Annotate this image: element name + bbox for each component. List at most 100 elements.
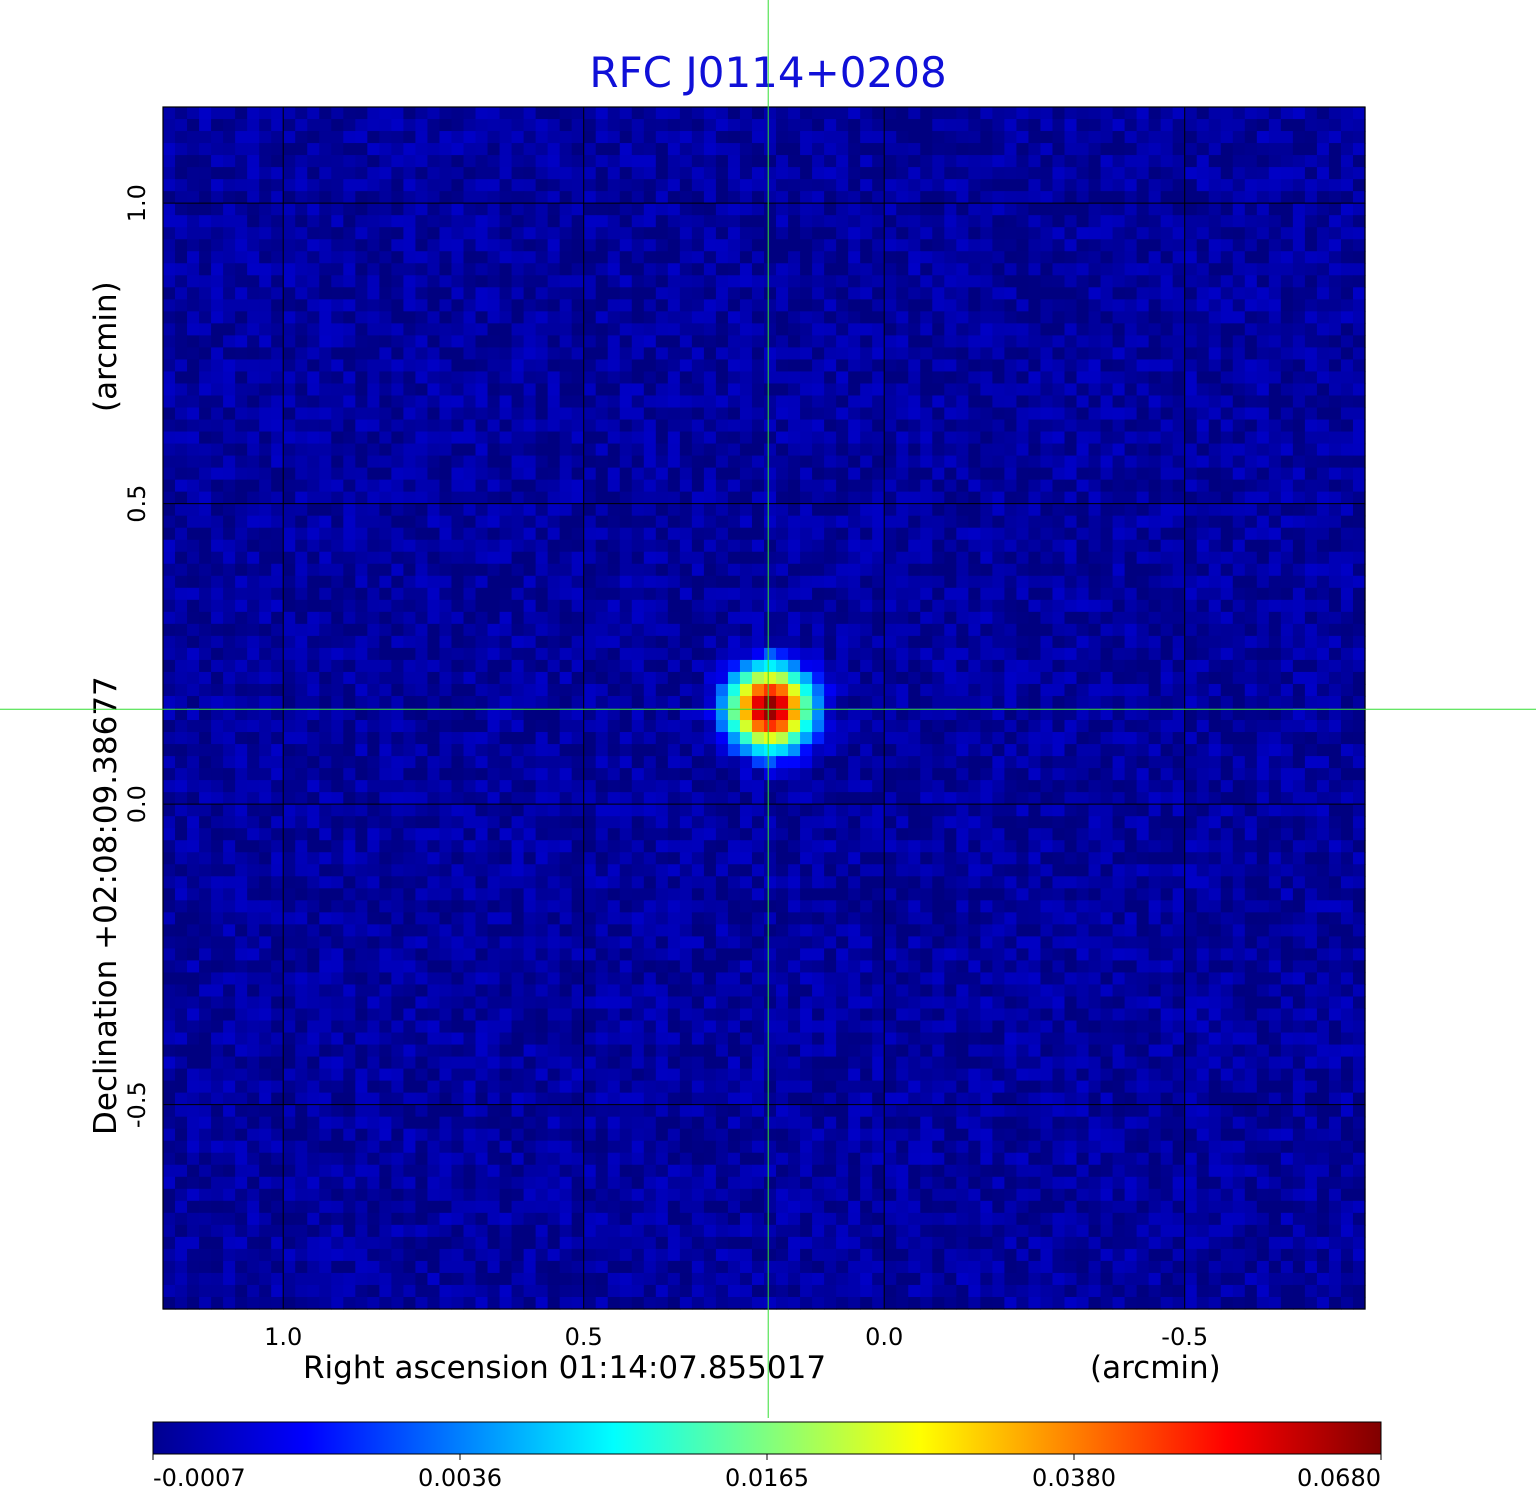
heatmap-pixel [703,287,717,300]
heatmap-pixel [932,347,945,361]
heatmap-pixel [559,623,573,637]
heatmap-pixel [968,119,981,132]
heatmap-pixel [968,695,981,709]
heatmap-pixel [583,167,597,180]
heatmap-pixel [535,335,549,348]
heatmap-pixel [679,419,693,433]
heatmap-pixel [884,563,897,577]
heatmap-pixel [199,203,212,216]
heatmap-pixel [427,515,441,529]
heatmap-pixel [439,575,453,589]
heatmap-pixel [247,335,260,348]
heatmap-pixel [163,131,176,144]
heatmap-pixel [319,131,332,144]
heatmap-pixel [247,671,260,685]
heatmap-pixel [631,227,645,240]
heatmap-pixel [751,443,765,457]
heatmap-pixel [884,227,897,240]
heatmap-pixel [1196,431,1210,445]
heatmap-pixel [751,251,765,264]
heatmap-pixel [788,503,801,517]
heatmap-pixel [379,503,392,517]
heatmap-pixel [944,551,957,565]
heatmap-pixel [1040,455,1054,469]
heatmap-pixel [1244,143,1258,156]
heatmap-pixel [619,563,633,577]
heatmap-pixel [223,623,236,637]
heatmap-pixel [956,527,969,541]
heatmap-pixel [667,263,681,276]
heatmap-pixel [1220,443,1234,457]
heatmap-pixel [175,671,188,685]
heatmap-pixel [1256,179,1270,192]
heatmap-pixel [175,215,188,228]
heatmap-pixel [1076,587,1090,601]
heatmap-pixel [283,623,296,637]
heatmap-pixel [1196,527,1210,541]
heatmap-pixel [259,203,272,216]
heatmap-pixel [319,299,332,312]
heatmap-pixel [1088,431,1102,445]
heatmap-pixel [667,179,681,192]
heatmap-pixel [343,515,356,529]
heatmap-pixel [1052,503,1066,517]
heatmap-pixel [511,539,525,553]
heatmap-pixel [487,263,501,276]
heatmap-pixel [199,431,212,445]
heatmap-pixel [475,311,489,324]
heatmap-pixel [1088,179,1102,192]
heatmap-pixel [511,563,525,577]
heatmap-pixel [812,311,825,324]
heatmap-pixel [607,167,621,180]
heatmap-pixel [1016,635,1030,649]
heatmap-pixel [739,335,753,348]
heatmap-pixel [607,527,621,541]
heatmap-pixel [223,635,236,649]
heatmap-pixel [235,107,248,120]
heatmap-pixel [679,575,693,589]
heatmap-pixel [511,107,525,120]
heatmap-pixel [727,515,741,529]
heatmap-pixel [1040,191,1054,204]
heatmap-pixel [427,611,441,625]
heatmap-pixel [1340,683,1354,697]
heatmap-pixel [199,503,212,517]
heatmap-pixel [1196,599,1210,613]
heatmap-pixel [319,359,332,373]
heatmap-pixel [535,635,549,649]
heatmap-pixel [259,371,272,385]
heatmap-pixel [259,239,272,252]
heatmap-pixel [1304,347,1318,361]
heatmap-pixel [1232,371,1246,385]
heatmap-pixel [223,155,236,168]
heatmap-pixel [511,227,525,240]
heatmap-pixel [439,299,453,312]
heatmap-pixel [199,491,212,505]
heatmap-pixel [367,623,380,637]
heatmap-pixel [1268,539,1282,553]
heatmap-pixel [1316,359,1330,373]
heatmap-pixel [1304,695,1318,709]
heatmap-pixel [343,119,356,132]
heatmap-pixel [1136,551,1150,565]
heatmap-pixel [247,251,260,264]
heatmap-pixel [379,527,392,541]
heatmap-pixel [824,191,837,204]
heatmap-pixel [463,143,477,156]
heatmap-pixel [1076,359,1090,373]
heatmap-pixel [511,371,525,385]
heatmap-pixel [667,395,681,409]
heatmap-pixel [379,155,392,168]
heatmap-pixel [379,311,392,324]
heatmap-pixel [764,527,777,541]
heatmap-pixel [547,611,561,625]
heatmap-pixel [235,371,248,385]
heatmap-pixel [487,503,501,517]
heatmap-pixel [727,551,741,565]
heatmap-pixel [331,299,344,312]
heatmap-pixel [860,695,873,709]
heatmap-pixel [559,263,573,276]
heatmap-pixel [535,215,549,228]
heatmap-pixel [439,563,453,577]
heatmap-pixel [415,155,429,168]
